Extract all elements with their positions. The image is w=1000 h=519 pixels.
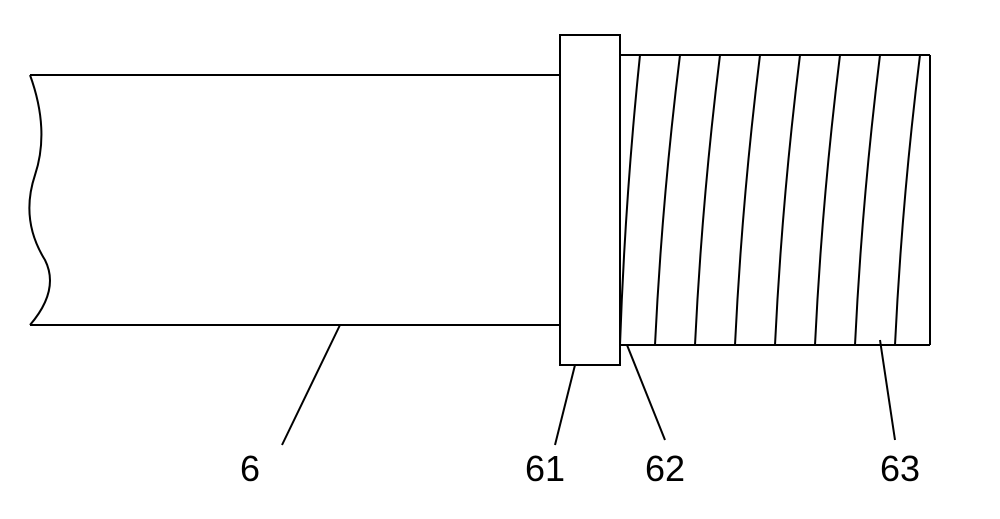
- mechanical-diagram: 6 61 62 63: [0, 0, 1000, 514]
- leader-lines: [282, 325, 895, 445]
- collar: [560, 35, 620, 365]
- shaft-body: [29, 75, 560, 325]
- label-61: 61: [525, 448, 565, 490]
- label-62: 62: [645, 448, 685, 490]
- threaded-section: [620, 55, 930, 345]
- label-6: 6: [240, 448, 260, 490]
- label-63: 63: [880, 448, 920, 490]
- diagram-svg: [0, 0, 1000, 514]
